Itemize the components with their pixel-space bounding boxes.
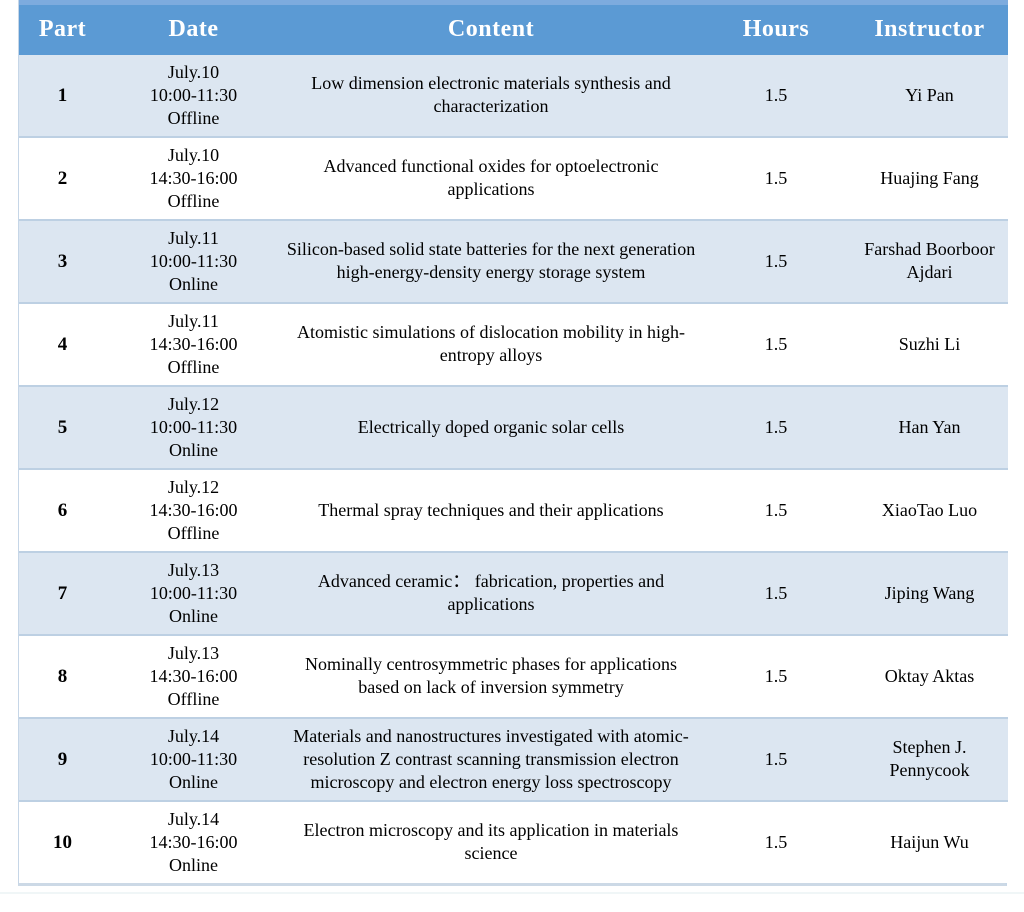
table-row-6: 6 July.12 14:30-16:00 Offline Thermal sp… [19, 467, 1008, 552]
cell-date: July.10 14:30-16:00 Offline [106, 135, 281, 220]
cell-instructor: Oktay Aktas [851, 633, 1008, 718]
cell-instructor: XiaoTao Luo [851, 467, 1008, 552]
cell-instructor: Han Yan [851, 384, 1008, 469]
cell-part: 6 [19, 467, 106, 552]
cell-content: Atomistic simulations of dislocation mob… [281, 301, 701, 386]
col-header-part: Part [19, 0, 106, 55]
cell-content: Low dimension electronic materials synth… [281, 54, 701, 137]
col-header-instructor: Instructor [851, 0, 1008, 55]
cell-date: July.12 14:30-16:00 Offline [106, 467, 281, 552]
table-row-4: 4 July.11 14:30-16:00 Offline Atomistic … [19, 301, 1008, 386]
cell-instructor: Yi Pan [851, 54, 1008, 137]
col-header-hours: Hours [701, 0, 851, 55]
table-row-1: 1 July.10 10:00-11:30 Offline Low dimens… [19, 54, 1008, 137]
cell-part: 2 [19, 135, 106, 220]
cell-hours: 1.5 [701, 384, 851, 469]
cell-date: July.14 10:00-11:30 Online [106, 716, 281, 801]
cell-content: Electron microscopy and its application … [281, 799, 701, 883]
cell-hours: 1.5 [701, 633, 851, 718]
cell-instructor: Farshad Boorboor Ajdari [851, 218, 1008, 303]
cell-content: Advanced functional oxides for optoelect… [281, 135, 701, 220]
cell-hours: 1.5 [701, 218, 851, 303]
page-divider-line [0, 892, 1024, 894]
cell-part: 3 [19, 218, 106, 303]
cell-hours: 1.5 [701, 301, 851, 386]
cell-date: July.12 10:00-11:30 Online [106, 384, 281, 469]
cell-content: Silicon-based solid state batteries for … [281, 218, 701, 303]
cell-hours: 1.5 [701, 799, 851, 883]
table-row-2: 2 July.10 14:30-16:00 Offline Advanced f… [19, 135, 1008, 220]
table-header: Part Date Content Hours Instructor [19, 0, 1008, 55]
cell-date: July.13 14:30-16:00 Offline [106, 633, 281, 718]
cell-instructor: Stephen J. Pennycook [851, 716, 1008, 801]
cell-content: Materials and nanostructures investigate… [281, 716, 701, 801]
cell-content: Electrically doped organic solar cells [281, 384, 701, 469]
cell-part: 9 [19, 716, 106, 801]
cell-hours: 1.5 [701, 716, 851, 801]
cell-instructor: Jiping Wang [851, 550, 1008, 635]
cell-part: 10 [19, 799, 106, 883]
cell-part: 8 [19, 633, 106, 718]
cell-date: July.13 10:00-11:30 Online [106, 550, 281, 635]
table-row-7: 7 July.13 10:00-11:30 Online Advanced ce… [19, 550, 1008, 635]
table-row-8: 8 July.13 14:30-16:00 Offline Nominally … [19, 633, 1008, 718]
cell-hours: 1.5 [701, 135, 851, 220]
cell-part: 5 [19, 384, 106, 469]
cell-instructor: Suzhi Li [851, 301, 1008, 386]
table-row-9: 9 July.14 10:00-11:30 Online Materials a… [19, 716, 1008, 801]
cell-part: 4 [19, 301, 106, 386]
cell-instructor: Haijun Wu [851, 799, 1008, 883]
course-schedule-table: Part Date Content Hours Instructor 1 Jul… [18, 0, 1008, 886]
cell-hours: 1.5 [701, 550, 851, 635]
cell-hours: 1.5 [701, 467, 851, 552]
cell-part: 7 [19, 550, 106, 635]
table-row-5: 5 July.12 10:00-11:30 Online Electricall… [19, 384, 1008, 469]
header-row: Part Date Content Hours Instructor [19, 0, 1008, 55]
cell-date: July.11 14:30-16:00 Offline [106, 301, 281, 386]
col-header-content: Content [281, 0, 701, 55]
cell-part: 1 [19, 54, 106, 137]
cell-date: July.10 10:00-11:30 Offline [106, 54, 281, 137]
table-body: 1 July.10 10:00-11:30 Offline Low dimens… [19, 54, 1008, 883]
table-row-10: 10 July.14 14:30-16:00 Online Electron m… [19, 799, 1008, 883]
cell-date: July.11 10:00-11:30 Online [106, 218, 281, 303]
cell-date: July.14 14:30-16:00 Online [106, 799, 281, 883]
cell-content: Thermal spray techniques and their appli… [281, 467, 701, 552]
col-header-date: Date [106, 0, 281, 55]
cell-content: Nominally centrosymmetric phases for app… [281, 633, 701, 718]
cell-content: Advanced ceramic： fabrication, propertie… [281, 550, 701, 635]
cell-hours: 1.5 [701, 54, 851, 137]
cell-instructor: Huajing Fang [851, 135, 1008, 220]
schedule-table: Part Date Content Hours Instructor 1 Jul… [19, 0, 1008, 883]
table-row-3: 3 July.11 10:00-11:30 Online Silicon-bas… [19, 218, 1008, 303]
